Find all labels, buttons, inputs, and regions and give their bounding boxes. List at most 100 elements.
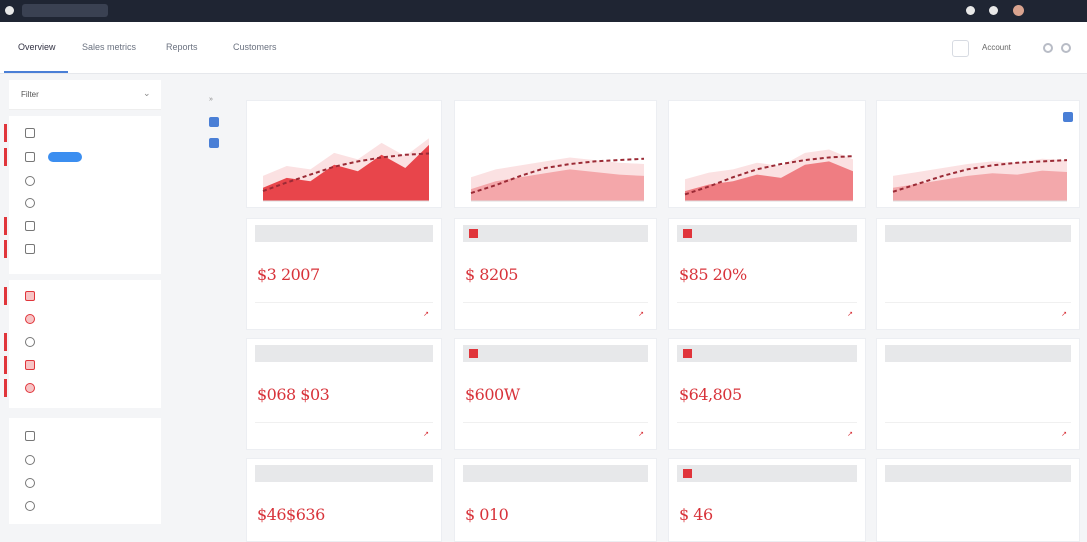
grid-view-icon[interactable] [209,117,219,127]
chart-icon [25,291,35,301]
metric-link[interactable]: ↗ [423,311,429,318]
info-badge-icon[interactable] [1063,112,1073,122]
active-tab-indicator [4,71,68,73]
sidebar-item[interactable] [9,495,161,517]
metric-header [677,225,857,242]
metric-header [463,345,648,362]
chart-card[interactable] [668,100,866,208]
filter-label: Filter [21,90,39,99]
metric-card[interactable]: $64,805 ↗ [668,338,866,450]
metric-card[interactable]: $ 010 [454,458,657,542]
chart-card[interactable] [454,100,657,208]
chart-series-area [893,170,1067,201]
sidebar-item[interactable] [4,215,161,237]
metric-card[interactable] [876,458,1080,542]
metric-header [255,345,433,362]
sidebar-item[interactable] [4,331,161,353]
settings-icon [25,455,35,465]
tab-overview[interactable]: Overview [18,42,56,52]
metric-card[interactable]: $068 $03 ↗ [246,338,442,450]
metric-value: $ 010 [465,505,509,524]
sidebar-item[interactable] [9,425,161,447]
gear-icon[interactable] [1043,43,1053,53]
sidebar-item[interactable] [4,377,161,399]
metric-header [885,225,1071,242]
metric-link[interactable]: ↗ [423,431,429,438]
avatar[interactable] [1013,5,1024,16]
sidebar-item[interactable] [9,449,161,471]
chart-series-area [685,161,853,201]
lock-icon [25,221,35,231]
metric-header [677,345,857,362]
metric-card[interactable]: ↗ [876,338,1080,450]
sidebar-item[interactable] [9,472,161,494]
metric-link[interactable]: ↗ [638,311,644,318]
info-icon[interactable] [1061,43,1071,53]
metric-value: $068 $03 [257,385,330,404]
metric-value: $600W [465,385,520,404]
chart-series-area [263,144,429,201]
tab-header: Overview Sales metrics Reports Customers… [0,22,1087,74]
chart-area [470,157,645,202]
sidebar-item[interactable] [4,238,161,260]
search-icon[interactable] [952,40,969,57]
metric-header [677,465,857,482]
metric-header [255,465,433,482]
sidebar-item[interactable] [9,308,161,330]
metric-link[interactable]: ↗ [1061,311,1067,318]
metric-value: $64,805 [679,385,742,404]
clock-icon [25,337,35,347]
logout-icon [25,501,35,511]
sidebar-item[interactable] [4,285,161,307]
metric-link[interactable]: ↗ [847,431,853,438]
metric-value: $ 8205 [465,265,518,284]
chart-trend-line [470,157,645,195]
sidebar-item[interactable] [4,146,161,168]
chevron-down-icon[interactable]: ⌄ [143,88,151,98]
metric-link[interactable]: ↗ [847,311,853,318]
help-icon [25,478,35,488]
chart-card[interactable] [876,100,1080,208]
metric-card[interactable]: $46$636 [246,458,442,542]
screen-icon [25,152,35,162]
sidebar-filter-dropdown[interactable]: Filter ⌄ [9,80,161,110]
account-link[interactable]: Account [982,43,1011,52]
metric-value: $46$636 [257,505,325,524]
metric-card[interactable]: $ 46 [668,458,866,542]
chart-trend-line [262,152,430,193]
chart-area [892,158,1068,202]
metric-header [885,345,1071,362]
tab-sales-metrics[interactable]: Sales metrics [82,42,137,52]
metric-link[interactable]: ↗ [638,431,644,438]
metric-card[interactable]: $3 2007 ↗ [246,218,442,330]
tab-reports[interactable]: Reports [166,42,198,52]
sidebar-item[interactable] [4,354,161,376]
chart-card[interactable] [246,100,442,208]
metric-header [463,225,648,242]
sidebar-group-2 [4,280,161,408]
user-icon [25,431,35,441]
chart-area [684,149,854,202]
collapse-icon[interactable]: » [209,96,213,103]
sidebar-item[interactable] [9,170,161,192]
metric-card[interactable]: $600W ↗ [454,338,657,450]
menu-icon[interactable] [5,6,14,15]
sidebar-group-3 [9,418,161,524]
metric-value: $ 46 [679,505,713,524]
sidebar-group-1 [4,116,161,274]
metric-card[interactable]: $ 8205 ↗ [454,218,657,330]
notification-icon[interactable] [989,6,998,15]
alert-icon [25,383,35,393]
list-view-icon[interactable] [209,138,219,148]
browser-topbar [0,0,1087,22]
file-icon [25,128,35,138]
tab-customers[interactable]: Customers [233,42,277,52]
metric-link[interactable]: ↗ [1061,431,1067,438]
metric-card[interactable]: ↗ [876,218,1080,330]
sidebar-item[interactable] [4,122,161,144]
sidebar-item[interactable] [9,192,161,214]
metric-value: $3 2007 [257,265,320,284]
add-icon[interactable] [966,6,975,15]
address-bar[interactable] [22,4,108,17]
metric-card[interactable]: $85 20% ↗ [668,218,866,330]
